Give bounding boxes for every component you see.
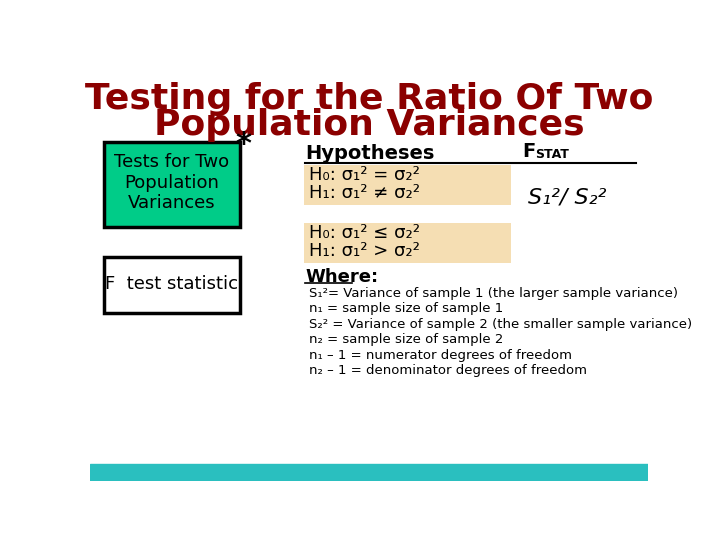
Bar bbox=[90, 464, 648, 481]
Text: n₂ = sample size of sample 2: n₂ = sample size of sample 2 bbox=[310, 333, 504, 346]
Text: n₂ – 1 = denominator degrees of freedom: n₂ – 1 = denominator degrees of freedom bbox=[310, 364, 588, 377]
Text: Tests for Two
Population
Variances: Tests for Two Population Variances bbox=[114, 153, 229, 212]
Text: *: * bbox=[235, 130, 251, 159]
Text: H₁: σ₁² ≠ σ₂²: H₁: σ₁² ≠ σ₂² bbox=[310, 184, 420, 201]
Text: S₂² = Variance of sample 2 (the smaller sample variance): S₂² = Variance of sample 2 (the smaller … bbox=[310, 318, 693, 331]
FancyBboxPatch shape bbox=[104, 142, 240, 226]
Text: S₁²= Variance of sample 1 (the larger sample variance): S₁²= Variance of sample 1 (the larger sa… bbox=[310, 287, 678, 300]
Text: Population Variances: Population Variances bbox=[153, 108, 585, 142]
Text: Testing for the Ratio Of Two: Testing for the Ratio Of Two bbox=[85, 83, 653, 117]
Text: n₁ – 1 = numerator degrees of freedom: n₁ – 1 = numerator degrees of freedom bbox=[310, 349, 572, 362]
Text: Hypotheses: Hypotheses bbox=[305, 144, 435, 163]
Text: H₁: σ₁² > σ₂²: H₁: σ₁² > σ₂² bbox=[310, 242, 420, 260]
Text: n₁ = sample size of sample 1: n₁ = sample size of sample 1 bbox=[310, 302, 503, 315]
Text: H₀: σ₁² = σ₂²: H₀: σ₁² = σ₂² bbox=[310, 166, 420, 184]
Text: Where:: Where: bbox=[305, 267, 379, 286]
Text: F  test statistic: F test statistic bbox=[105, 275, 238, 293]
FancyBboxPatch shape bbox=[304, 224, 510, 264]
Text: S₁²/ S₂²: S₁²/ S₂² bbox=[528, 187, 606, 207]
FancyBboxPatch shape bbox=[304, 165, 510, 205]
Text: H₀: σ₁² ≤ σ₂²: H₀: σ₁² ≤ σ₂² bbox=[310, 225, 420, 242]
Text: F: F bbox=[523, 141, 536, 160]
FancyBboxPatch shape bbox=[104, 257, 240, 313]
Text: STAT: STAT bbox=[535, 148, 569, 161]
